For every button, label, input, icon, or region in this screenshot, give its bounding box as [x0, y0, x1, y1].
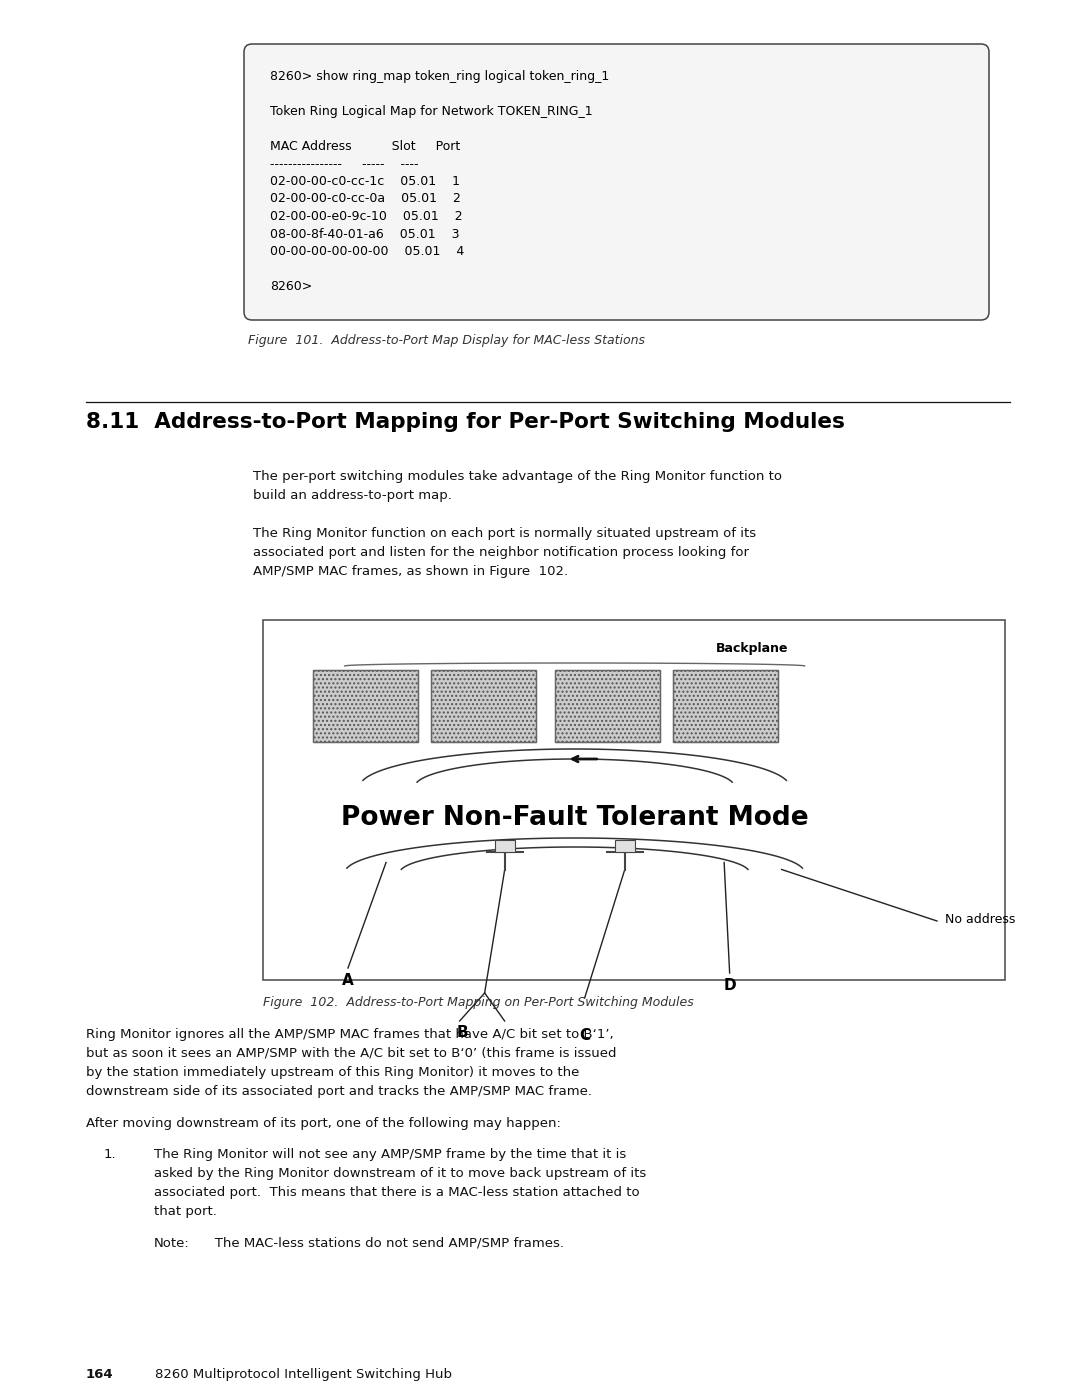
Text: C: C [579, 1028, 590, 1044]
Text: A: A [342, 972, 354, 988]
Text: The Ring Monitor function on each port is normally situated upstream of its: The Ring Monitor function on each port i… [253, 527, 756, 541]
Text: B: B [457, 1025, 469, 1039]
Text: The per-port switching modules take advantage of the Ring Monitor function to: The per-port switching modules take adva… [253, 469, 782, 483]
Bar [495, 840, 515, 852]
Bar [615, 840, 635, 852]
Text: 164: 164 [86, 1368, 113, 1382]
Text: asked by the Ring Monitor downstream of it to move back upstream of its: asked by the Ring Monitor downstream of … [154, 1166, 646, 1180]
Text: 08-00-8f-40-01-a6    05.01    3: 08-00-8f-40-01-a6 05.01 3 [270, 228, 459, 240]
FancyBboxPatch shape [244, 43, 989, 320]
Text: but as soon it sees an AMP/SMP with the A/C bit set to B‘0’ (this frame is issue: but as soon it sees an AMP/SMP with the … [86, 1046, 617, 1060]
Text: Backplane: Backplane [716, 643, 788, 655]
Text: The MAC-less stations do not send AMP/SMP frames.: The MAC-less stations do not send AMP/SM… [202, 1236, 564, 1250]
Text: Power Non-Fault Tolerant Mode: Power Non-Fault Tolerant Mode [341, 805, 809, 831]
Text: 8260> show ring_map token_ring logical token_ring_1: 8260> show ring_map token_ring logical t… [270, 70, 609, 82]
Text: 8260>: 8260> [270, 279, 312, 293]
Text: The Ring Monitor will not see any AMP/SMP frame by the time that it is: The Ring Monitor will not see any AMP/SM… [154, 1148, 626, 1161]
Bar [313, 671, 418, 742]
Text: 8260 Multiprotocol Intelligent Switching Hub: 8260 Multiprotocol Intelligent Switching… [156, 1368, 453, 1382]
Text: No address: No address [945, 914, 1015, 926]
Text: associated port.  This means that there is a MAC-less station attached to: associated port. This means that there i… [154, 1186, 639, 1199]
Text: Figure  101.  Address-to-Port Map Display for MAC-less Stations: Figure 101. Address-to-Port Map Display … [248, 334, 645, 346]
Bar [673, 671, 778, 742]
Text: 02-00-00-c0-cc-0a    05.01    2: 02-00-00-c0-cc-0a 05.01 2 [270, 193, 461, 205]
Bar [264, 620, 1005, 981]
Text: build an address-to-port map.: build an address-to-port map. [253, 489, 451, 502]
Bar [313, 671, 418, 742]
Text: downstream side of its associated port and tracks the AMP/SMP MAC frame.: downstream side of its associated port a… [86, 1085, 592, 1098]
Bar [431, 671, 536, 742]
Bar [555, 671, 660, 742]
Text: associated port and listen for the neighbor notification process looking for: associated port and listen for the neigh… [253, 546, 750, 559]
Text: D: D [724, 978, 735, 993]
Text: Ring Monitor ignores all the AMP/SMP MAC frames that have A/C bit set to B‘1’,: Ring Monitor ignores all the AMP/SMP MAC… [86, 1028, 613, 1041]
Text: 1.: 1. [104, 1148, 117, 1161]
Text: by the station immediately upstream of this Ring Monitor) it moves to the: by the station immediately upstream of t… [86, 1066, 579, 1078]
Text: AMP/SMP MAC frames, as shown in Figure  102.: AMP/SMP MAC frames, as shown in Figure 1… [253, 564, 568, 578]
Text: Note:: Note: [154, 1236, 190, 1250]
Text: Token Ring Logical Map for Network TOKEN_RING_1: Token Ring Logical Map for Network TOKEN… [270, 105, 593, 117]
Text: 02-00-00-c0-cc-1c    05.01    1: 02-00-00-c0-cc-1c 05.01 1 [270, 175, 460, 189]
Text: ----------------     -----    ----: ---------------- ----- ---- [270, 158, 419, 170]
Text: that port.: that port. [154, 1206, 217, 1218]
Text: Figure  102.  Address-to-Port Mapping on Per-Port Switching Modules: Figure 102. Address-to-Port Mapping on P… [264, 996, 693, 1009]
Text: 00-00-00-00-00-00    05.01    4: 00-00-00-00-00-00 05.01 4 [270, 244, 464, 258]
Bar [431, 671, 536, 742]
Bar [555, 671, 660, 742]
Text: 02-00-00-e0-9c-10    05.01    2: 02-00-00-e0-9c-10 05.01 2 [270, 210, 462, 224]
Text: 8.11  Address-to-Port Mapping for Per-Port Switching Modules: 8.11 Address-to-Port Mapping for Per-Por… [86, 412, 845, 432]
Text: After moving downstream of its port, one of the following may happen:: After moving downstream of its port, one… [86, 1118, 561, 1130]
Bar [673, 671, 778, 742]
Text: MAC Address          Slot     Port: MAC Address Slot Port [270, 140, 460, 154]
